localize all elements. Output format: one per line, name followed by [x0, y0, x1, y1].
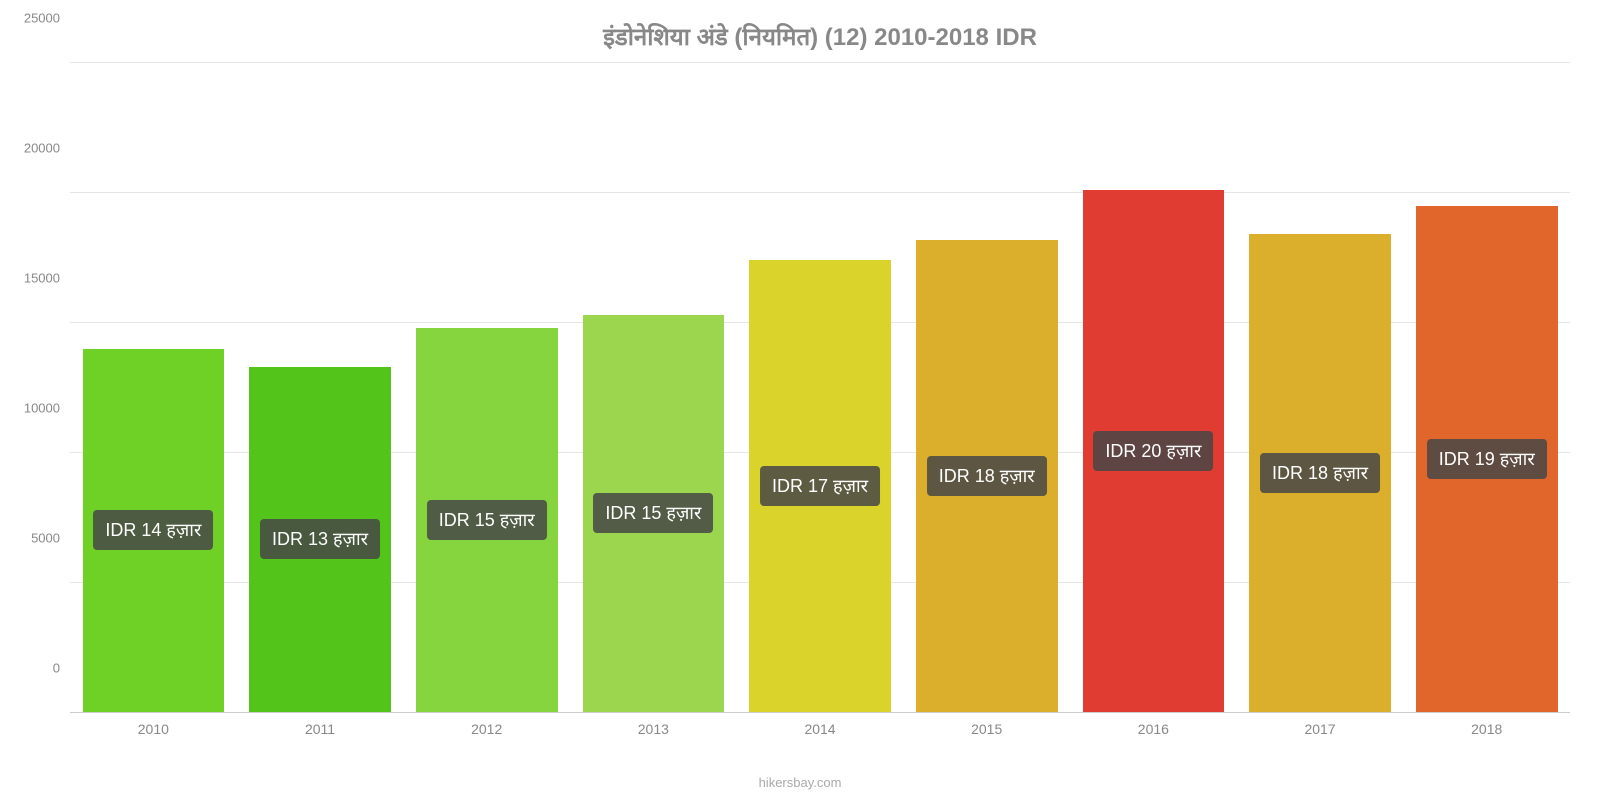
bar: IDR 17 हज़ार	[749, 260, 891, 712]
bar-wrapper: IDR 18 हज़ार	[1237, 63, 1404, 712]
bar: IDR 15 हज़ार	[416, 328, 558, 712]
y-tick: 15000	[24, 271, 60, 286]
value-label: IDR 17 हज़ार	[760, 466, 880, 506]
source-label: hikersbay.com	[759, 775, 842, 790]
bar-wrapper: IDR 18 हज़ार	[903, 63, 1070, 712]
bar: IDR 18 हज़ार	[1249, 234, 1391, 712]
value-label: IDR 18 हज़ार	[1260, 453, 1380, 493]
bar: IDR 20 हज़ार	[1083, 190, 1225, 712]
x-label: 2014	[737, 713, 904, 743]
bar-wrapper: IDR 14 हज़ार	[70, 63, 237, 712]
bar-wrapper: IDR 19 हज़ार	[1403, 63, 1570, 712]
x-label: 2016	[1070, 713, 1237, 743]
x-label: 2011	[237, 713, 404, 743]
x-label: 2017	[1237, 713, 1404, 743]
y-tick: 25000	[24, 11, 60, 26]
bar-wrapper: IDR 20 हज़ार	[1070, 63, 1237, 712]
bar: IDR 18 हज़ार	[916, 240, 1058, 712]
chart-title: इंडोनेशिया अंडे (नियमित) (12) 2010-2018 …	[70, 20, 1570, 53]
value-label: IDR 18 हज़ार	[927, 456, 1047, 496]
bar-wrapper: IDR 17 हज़ार	[737, 63, 904, 712]
value-label: IDR 14 हज़ार	[93, 510, 213, 550]
bar: IDR 15 हज़ार	[583, 315, 725, 712]
bars-area: IDR 14 हज़ार IDR 13 हज़ार IDR 15 हज़ार IDR …	[70, 63, 1570, 713]
x-label: 2015	[903, 713, 1070, 743]
y-tick: 20000	[24, 141, 60, 156]
bar: IDR 13 हज़ार	[249, 367, 391, 712]
value-label: IDR 15 हज़ार	[593, 493, 713, 533]
value-label: IDR 15 हज़ार	[427, 500, 547, 540]
bar-wrapper: IDR 15 हज़ार	[570, 63, 737, 712]
y-tick: 5000	[31, 531, 60, 546]
bar-wrapper: IDR 15 हज़ार	[403, 63, 570, 712]
x-axis: 201020112012201320142015201620172018	[70, 713, 1570, 743]
x-label: 2013	[570, 713, 737, 743]
y-axis: 0500010000150002000025000	[20, 63, 60, 713]
x-label: 2018	[1403, 713, 1570, 743]
value-label: IDR 13 हज़ार	[260, 519, 380, 559]
bar: IDR 19 हज़ार	[1416, 206, 1558, 712]
value-label: IDR 20 हज़ार	[1093, 431, 1213, 471]
x-label: 2010	[70, 713, 237, 743]
chart-container: इंडोनेशिया अंडे (नियमित) (12) 2010-2018 …	[0, 0, 1600, 800]
y-tick: 0	[53, 661, 60, 676]
bar-wrapper: IDR 13 हज़ार	[237, 63, 404, 712]
value-label: IDR 19 हज़ार	[1427, 439, 1547, 479]
x-label: 2012	[403, 713, 570, 743]
bar: IDR 14 हज़ार	[83, 349, 225, 712]
y-tick: 10000	[24, 401, 60, 416]
plot-area: 0500010000150002000025000 IDR 14 हज़ारID…	[70, 63, 1570, 743]
